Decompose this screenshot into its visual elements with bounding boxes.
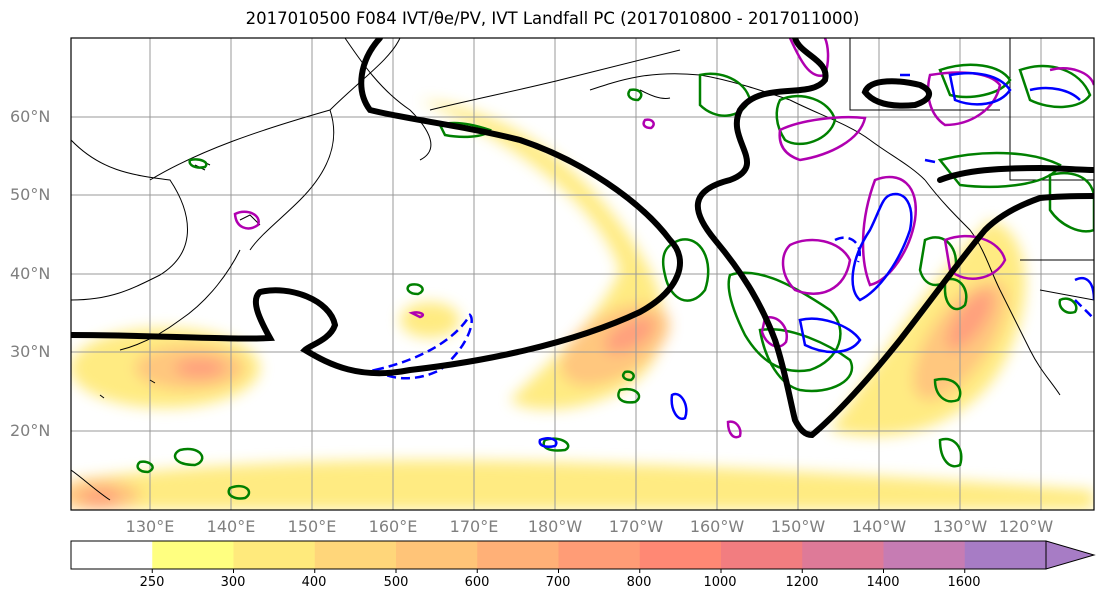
colorbar-tick-1200: 1200 <box>785 575 819 590</box>
colorbar-cell <box>721 541 803 569</box>
colorbar-cell <box>152 541 234 569</box>
lon-label-150w: 150°W <box>770 517 826 536</box>
lon-label-140e: 140°E <box>206 517 256 536</box>
lon-label-130w: 130°W <box>932 517 988 536</box>
colorbar-cell <box>477 541 559 569</box>
colorbar-cell <box>233 541 316 569</box>
colorbar-tick-1000: 1000 <box>703 575 737 590</box>
lat-label-40n: 40°N <box>10 264 51 283</box>
colorbar-tick-700: 700 <box>545 575 571 590</box>
map-frame <box>70 37 1095 511</box>
colorbar-tick-800: 800 <box>626 575 652 590</box>
pv-negative-contours <box>371 71 1094 448</box>
colorbar-cell <box>639 541 722 569</box>
lon-label-180w: 180°W <box>527 517 583 536</box>
gridlines <box>71 38 1094 510</box>
colorbar-cell <box>71 541 153 569</box>
colorbar-tick-300: 300 <box>220 575 246 590</box>
colorbar-cell <box>883 541 966 569</box>
colorbar-tick-1400: 1400 <box>866 575 900 590</box>
coastlines <box>71 38 1094 501</box>
lon-label-170w: 170°W <box>608 517 664 536</box>
colorbar-tick-1600: 1600 <box>947 575 981 590</box>
colorbar-extend-arrow <box>1045 540 1096 570</box>
colorbar-cell <box>802 541 884 569</box>
colorbar-cell <box>396 541 478 569</box>
colorbar-cell <box>314 541 397 569</box>
lon-label-170e: 170°E <box>449 517 499 536</box>
lat-label-60n: 60°N <box>10 107 51 126</box>
lon-label-150e: 150°E <box>287 517 337 536</box>
lon-label-120w: 120°W <box>998 517 1054 536</box>
ivt-shading <box>71 100 1094 510</box>
lat-label-30n: 30°N <box>10 342 51 361</box>
colorbar <box>70 540 1096 573</box>
colorbar-tick-250: 250 <box>139 575 165 590</box>
colorbar-cell <box>964 541 1047 569</box>
colorbar-tick-600: 600 <box>464 575 490 590</box>
lon-label-130e: 130°E <box>125 517 175 536</box>
lon-label-160e: 160°E <box>368 517 418 536</box>
lon-label-160w: 160°W <box>689 517 745 536</box>
lon-label-140w: 140°W <box>851 517 907 536</box>
lat-label-20n: 20°N <box>10 421 51 440</box>
colorbar-tick-500: 500 <box>383 575 409 590</box>
colorbar-cell <box>558 541 641 569</box>
colorbar-frame <box>70 540 1047 570</box>
ivt-landfall-contours <box>71 38 1094 439</box>
map-title: 2017010500 F084 IVT/θe/PV, IVT Landfall … <box>245 9 860 28</box>
lat-label-50n: 50°N <box>10 185 51 204</box>
colorbar-tick-400: 400 <box>301 575 327 590</box>
